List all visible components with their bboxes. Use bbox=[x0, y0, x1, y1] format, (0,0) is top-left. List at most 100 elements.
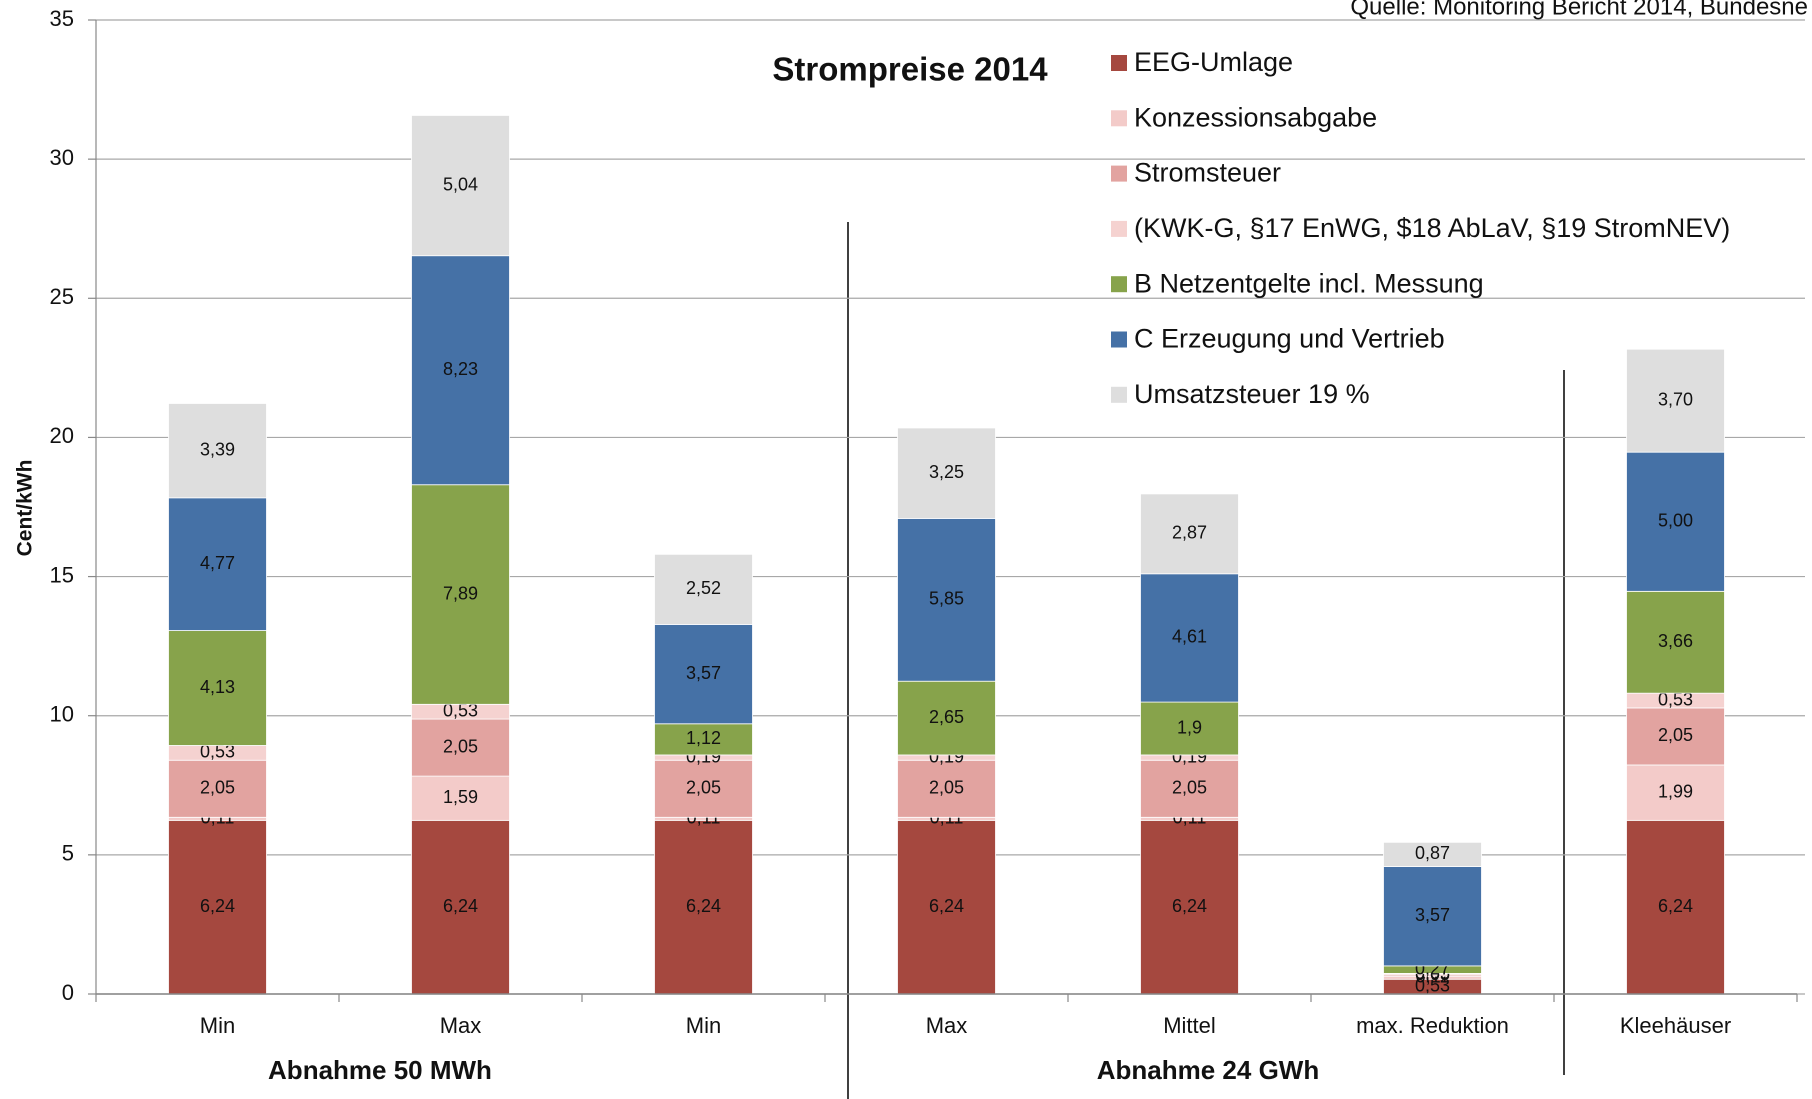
data-label: 2,87 bbox=[1172, 523, 1207, 543]
data-label: 3,70 bbox=[1658, 389, 1693, 409]
y-tick-label: 0 bbox=[62, 980, 74, 1005]
data-label: 6,24 bbox=[200, 896, 235, 916]
y-tick-label: 20 bbox=[50, 423, 74, 448]
data-label: 5,85 bbox=[929, 589, 964, 609]
bar-segment bbox=[654, 723, 753, 756]
bar-segment bbox=[654, 553, 753, 625]
data-label: 2,65 bbox=[929, 707, 964, 727]
legend-swatch bbox=[1111, 276, 1127, 293]
group-label: Abnahme 50 MWh bbox=[268, 1055, 492, 1085]
data-label: 2,05 bbox=[929, 778, 964, 798]
data-label: 1,99 bbox=[1658, 781, 1693, 801]
legend-swatch bbox=[1111, 55, 1127, 71]
bar-segment bbox=[168, 819, 267, 995]
source: Quelle: Monitoring Bericht 2014, Bundesn… bbox=[1350, 0, 1808, 20]
legend-label: B Netzentgelte incl. Messung bbox=[1134, 268, 1484, 298]
legend-swatch bbox=[1111, 331, 1127, 348]
data-label: 2,05 bbox=[686, 778, 721, 798]
chart-title: Strompreise 2014 bbox=[772, 51, 1048, 88]
bar-segment bbox=[1626, 764, 1725, 821]
y-tick-label: 25 bbox=[50, 284, 74, 309]
bar-segment bbox=[1383, 841, 1482, 867]
bar-segment bbox=[1383, 866, 1482, 967]
bar-segment bbox=[411, 819, 510, 995]
legend-label: C Erzeugung und Vertrieb bbox=[1134, 324, 1445, 354]
data-label: 4,13 bbox=[200, 677, 235, 697]
x-tick-label: Mittel bbox=[1163, 1013, 1216, 1038]
data-label: 2,52 bbox=[686, 578, 721, 598]
data-label: 0,53 bbox=[1415, 975, 1450, 995]
bar-segment bbox=[411, 718, 510, 777]
bar-segment bbox=[411, 484, 510, 705]
x-tick-label: max. Reduktion bbox=[1356, 1013, 1509, 1038]
bar-segment bbox=[168, 403, 267, 499]
bar-segment bbox=[411, 115, 510, 257]
bar-segment bbox=[1140, 759, 1239, 818]
data-label: 5,00 bbox=[1658, 510, 1693, 530]
bar-segment bbox=[168, 497, 267, 631]
data-label: 6,24 bbox=[443, 896, 478, 916]
bar-segment bbox=[168, 759, 267, 818]
legend-label: EEG-Umlage bbox=[1134, 47, 1293, 77]
data-label: 0,53 bbox=[1658, 689, 1693, 709]
bar-segment bbox=[897, 518, 996, 682]
bar-segment bbox=[411, 775, 510, 821]
data-label: 2,05 bbox=[1172, 778, 1207, 798]
data-label: 0,53 bbox=[443, 700, 478, 720]
legend-swatch bbox=[1111, 110, 1127, 127]
x-tick-label: Max bbox=[440, 1013, 482, 1038]
y-axis-label: Cent/kWh bbox=[14, 460, 37, 557]
data-label: 1,12 bbox=[686, 728, 721, 748]
data-label: 6,24 bbox=[686, 896, 721, 916]
legend-swatch bbox=[1111, 386, 1127, 403]
bar-segment bbox=[1140, 573, 1239, 703]
bar-segment bbox=[1626, 707, 1725, 766]
data-label: 1,59 bbox=[443, 787, 478, 807]
bar-segment bbox=[897, 427, 996, 519]
data-label: 0,87 bbox=[1415, 843, 1450, 863]
data-label: 7,89 bbox=[443, 583, 478, 603]
bar-segment bbox=[897, 759, 996, 818]
legend-label: Stromsteuer bbox=[1134, 158, 1281, 188]
data-label: 2,05 bbox=[200, 778, 235, 798]
data-label: 3,57 bbox=[686, 663, 721, 683]
x-tick-label: Kleehäuser bbox=[1620, 1013, 1731, 1038]
data-label: 6,24 bbox=[929, 896, 964, 916]
data-label: 5,04 bbox=[443, 174, 478, 194]
data-label: 4,77 bbox=[200, 553, 235, 573]
bar-segment bbox=[654, 819, 753, 995]
data-label: 6,24 bbox=[1658, 896, 1693, 916]
bar-segment bbox=[654, 624, 753, 725]
data-label: 3,57 bbox=[1415, 905, 1450, 925]
bar-segment bbox=[1626, 348, 1725, 453]
legend-swatch bbox=[1111, 165, 1127, 182]
data-label: 4,61 bbox=[1172, 627, 1207, 647]
legend-swatch bbox=[1111, 220, 1127, 237]
legend-label: Konzessionsabgabe bbox=[1134, 102, 1377, 132]
bar-segment bbox=[897, 680, 996, 756]
y-tick-label: 5 bbox=[62, 841, 74, 866]
data-label: 2,05 bbox=[1658, 725, 1693, 745]
legend-label: Umsatzsteuer 19 % bbox=[1134, 379, 1370, 409]
x-tick-label: Max bbox=[926, 1013, 968, 1038]
data-label: 3,39 bbox=[200, 439, 235, 459]
data-label: 2,05 bbox=[443, 736, 478, 756]
bar-segment bbox=[411, 255, 510, 486]
data-label: 0,53 bbox=[200, 742, 235, 762]
y-tick-label: 15 bbox=[50, 562, 74, 587]
bar-segment bbox=[654, 759, 753, 818]
data-label: 8,23 bbox=[443, 359, 478, 379]
bar-segment bbox=[168, 630, 267, 746]
data-label: 3,66 bbox=[1658, 631, 1693, 651]
x-tick-label: Min bbox=[686, 1013, 721, 1038]
x-tick-label: Min bbox=[200, 1013, 235, 1038]
data-label: 3,25 bbox=[929, 462, 964, 482]
bar-segment bbox=[1626, 819, 1725, 995]
y-tick-label: 30 bbox=[50, 145, 74, 170]
y-tick-label: 10 bbox=[50, 702, 74, 727]
bar-segment bbox=[1626, 451, 1725, 592]
legend-label: (KWK-G, §17 EnWG, $18 AbLaV, §19 StromNE… bbox=[1134, 213, 1730, 243]
data-label: 1,9 bbox=[1177, 717, 1202, 737]
